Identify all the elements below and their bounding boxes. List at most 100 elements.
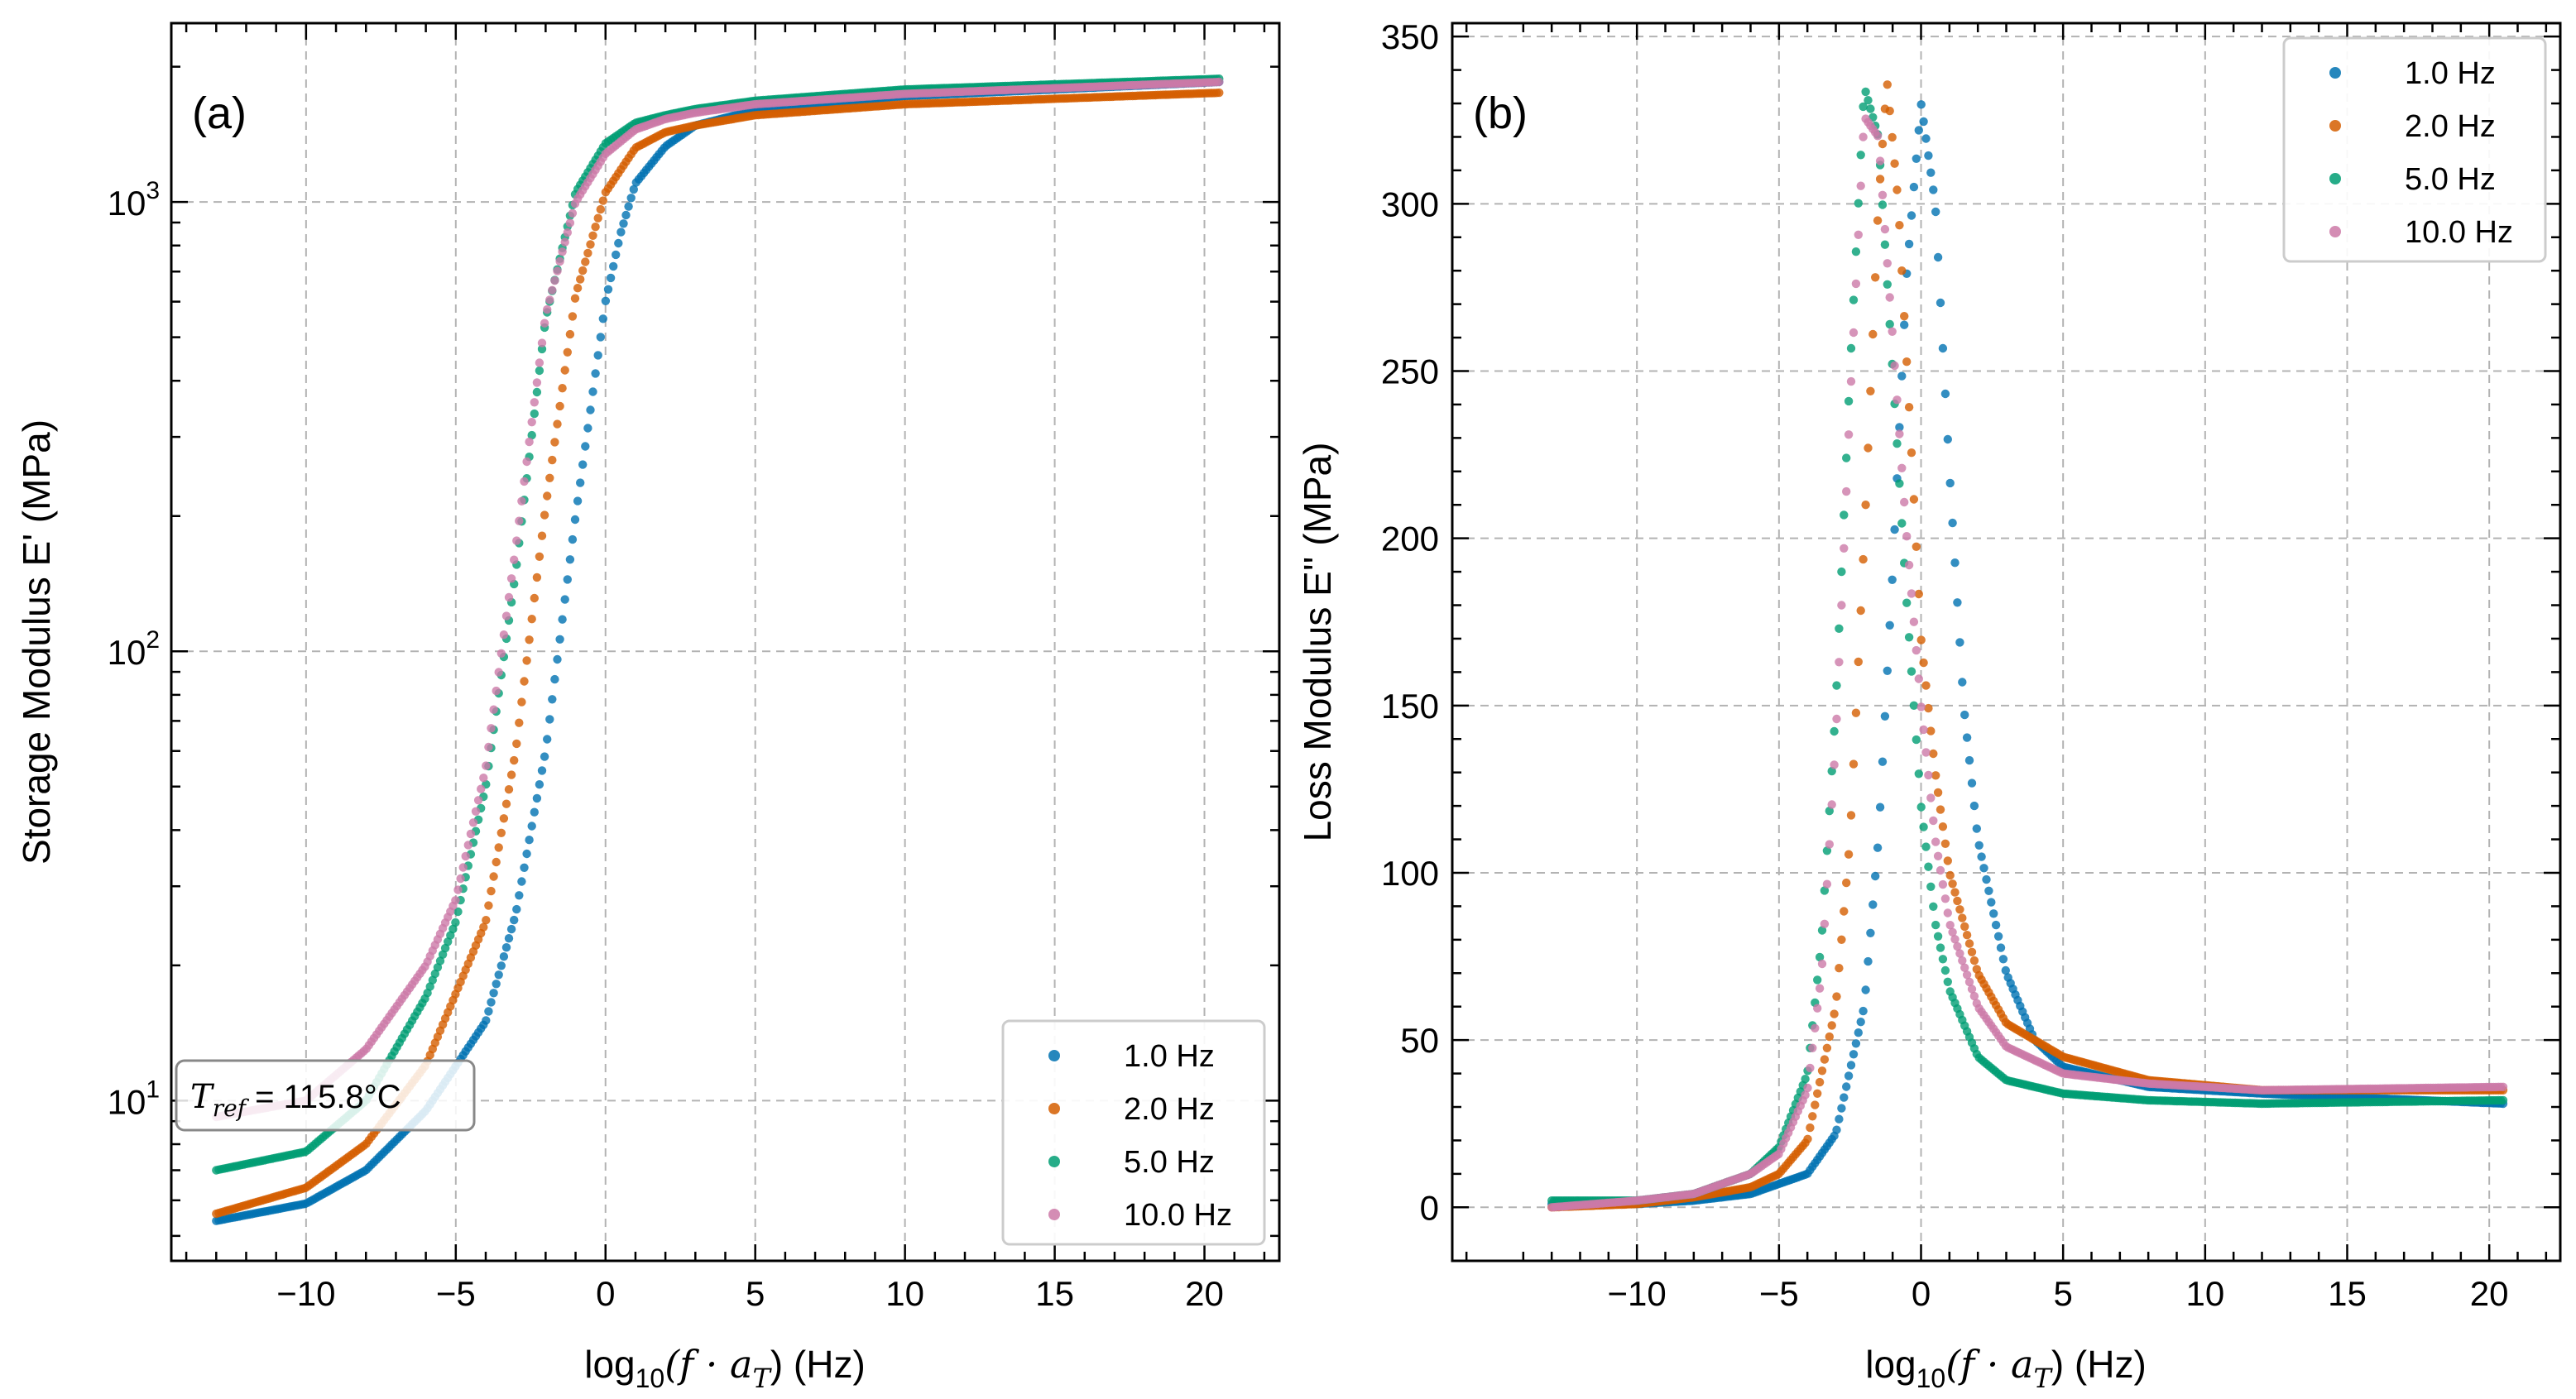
panel-b-data-point: [2001, 965, 2010, 975]
panel-b-data-point: [1926, 882, 1936, 892]
panel-b-data-point: [1929, 185, 1938, 194]
panel-a-data-point: [487, 998, 496, 1007]
panel-a-data-point: [479, 922, 488, 932]
panel-b-series-3: [1547, 114, 2508, 1212]
panel-a-data-point: [504, 592, 514, 602]
panel-b-data-point: [1835, 1114, 1844, 1124]
panel-b-data-point: [1808, 1112, 1817, 1121]
panel-b-data-point: [1974, 841, 1984, 850]
panel-b-legend-label: 2.0 Hz: [2405, 109, 2496, 144]
panel-a-data-point: [568, 312, 578, 321]
panel-a-data-point: [512, 904, 521, 914]
panel-a-data-point: [550, 674, 559, 684]
panel-a-data-point: [504, 934, 514, 943]
panel-a-legend-label: 5.0 Hz: [1124, 1145, 1215, 1180]
panel-b-data-point: [1900, 497, 1909, 507]
panel-b-data-point: [1987, 898, 1996, 907]
panel-b-data-point: [1888, 327, 1897, 336]
panel-b-xtick-label: 0: [1912, 1274, 1931, 1313]
panel-b-data-point: [1919, 117, 1928, 127]
panel-b-data-point: [1955, 905, 1964, 914]
panel-b-data-point: [1938, 343, 1948, 353]
panel-b-data-point: [1964, 939, 1974, 948]
panel-a-data-point: [504, 785, 514, 794]
panel-a-data-point: [565, 329, 575, 339]
panel-a-data-point: [593, 213, 602, 223]
panel-b-data-point: [2498, 1095, 2508, 1105]
panel-a-data-point: [473, 796, 483, 805]
panel-a-data-point: [609, 261, 618, 271]
panel-b-data-point: [1868, 329, 1878, 339]
panel-b-data-point: [1854, 199, 1863, 208]
panel-a-data-point: [517, 697, 526, 707]
panel-b-data-point: [1868, 900, 1878, 909]
panel-b-data-point: [1967, 985, 1977, 994]
panel-b-data-point: [1945, 921, 1955, 930]
panel-b-legend-marker: [2329, 226, 2341, 237]
panel-a-data-point: [506, 924, 516, 934]
panel-b-data-point: [1924, 703, 1933, 713]
panel-a-data-point: [440, 943, 450, 953]
panel-b-data-point: [1960, 922, 1969, 932]
panel-b-data-point: [1825, 840, 1834, 849]
panel-b-data-point: [1938, 822, 1948, 831]
panel-a-data-point: [484, 1007, 493, 1016]
panel-b-data-point: [1820, 1055, 1830, 1064]
panel-b-data-point: [1885, 620, 1894, 630]
panel-b-data-point: [1859, 102, 1868, 112]
panel-a-data-point: [487, 724, 496, 733]
panel-a-data-point: [612, 250, 621, 260]
panel-a-data-point: [479, 774, 488, 783]
panel-b-data-point: [1846, 1061, 1856, 1070]
panel-b-data-point: [1907, 211, 1916, 220]
panel-a-data-point: [520, 477, 529, 486]
panel-b-data-point: [1929, 902, 1938, 912]
panel-b-points: [1547, 80, 2508, 1212]
panel-a-data-point: [461, 851, 470, 861]
panel-a-data-point: [583, 424, 592, 433]
panel-a-data-point: [537, 766, 547, 775]
panel-a-data-point: [570, 515, 580, 525]
panel-a-data-point: [550, 438, 559, 447]
panel-b-data-point: [1897, 371, 1907, 381]
panel-b-data-point: [1940, 894, 1950, 903]
panel-a-xtick-labels: −10 −5 0 5 10 15 20: [276, 1274, 1224, 1313]
panel-b-data-point: [1842, 453, 1851, 462]
panel-b-data-point: [1962, 931, 1972, 940]
panel-b-data-point: [1953, 598, 1962, 607]
panel-b-data-point: [1854, 657, 1863, 667]
panel-b-data-point: [1878, 757, 1888, 766]
panel-b-data-point: [1888, 132, 1897, 142]
panel-b-data-point: [1943, 434, 1952, 444]
panel-a-data-point: [530, 398, 539, 407]
panel-a-data-point: [466, 829, 476, 839]
panel-b-data-point: [1815, 952, 1825, 962]
panel-b-data-point: [1969, 956, 1979, 965]
panel-a-data-point: [489, 989, 498, 998]
panel-b-data-point: [1856, 1018, 1865, 1027]
panel-a-data-point: [614, 238, 623, 248]
panel-b-data-point: [1964, 977, 1974, 987]
panel-b-data-point: [1837, 601, 1846, 610]
panel-a-data-point: [581, 257, 590, 266]
panel-a-data-point: [537, 344, 547, 354]
panel-a-xtick-label: 5: [746, 1274, 765, 1313]
panel-b-data-point: [1840, 510, 1849, 520]
panel-a-data-point: [550, 276, 559, 285]
panel-b-data-point: [1851, 1039, 1861, 1048]
panel-b-ytick-label: 300: [1381, 184, 1439, 223]
panel-a-ytick-label: 102: [108, 626, 160, 672]
panel-b-data-point: [1907, 667, 1916, 676]
panel-b-data-point: [1924, 862, 1933, 871]
panel-b-xtick-labels: −10 −5 0 5 10 15 20: [1608, 1274, 2509, 1313]
panel-a-data-point: [477, 784, 486, 793]
panel-b-data-point: [1955, 638, 1964, 647]
panel-b-data-point: [1926, 793, 1936, 803]
panel-a-data-point: [591, 223, 600, 232]
panel-a-data-point: [517, 496, 526, 505]
panel-a-data-point: [510, 555, 519, 564]
panel-b-data-point: [1866, 386, 1875, 395]
panel-a-legend-label: 1.0 Hz: [1124, 1039, 1215, 1074]
panel-b-data-point: [1933, 788, 1943, 798]
panel-b-data-point: [1904, 403, 1914, 412]
